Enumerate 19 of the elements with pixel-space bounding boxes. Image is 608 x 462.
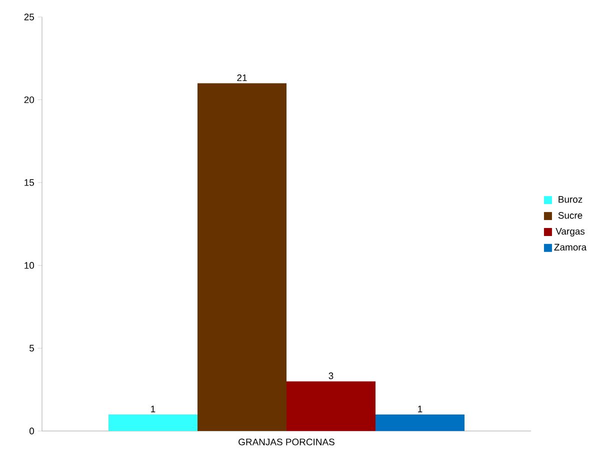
bar: [198, 83, 287, 431]
y-tick-label: 10: [24, 262, 34, 269]
data-label: 1: [418, 406, 422, 412]
data-label: 21: [237, 74, 247, 82]
bar: [376, 414, 464, 431]
legend-label: Buroz: [558, 196, 582, 203]
legend-label: Zamora: [554, 244, 587, 251]
y-tick-label: 20: [24, 96, 34, 104]
bar: [286, 381, 376, 431]
y-tick-label: 5: [30, 344, 34, 352]
y-tick-label: 0: [30, 428, 34, 434]
data-label: 1: [151, 406, 156, 412]
legend-label: Sucre: [558, 212, 582, 219]
y-tick-label: 25: [24, 14, 34, 20]
legend-label: Vargas: [556, 228, 585, 237]
x-tick-label: GRANJAS PORCINAS: [238, 438, 334, 446]
data-label: 3: [328, 372, 334, 380]
y-tick-label: 15: [24, 179, 34, 186]
bar: [108, 414, 198, 431]
